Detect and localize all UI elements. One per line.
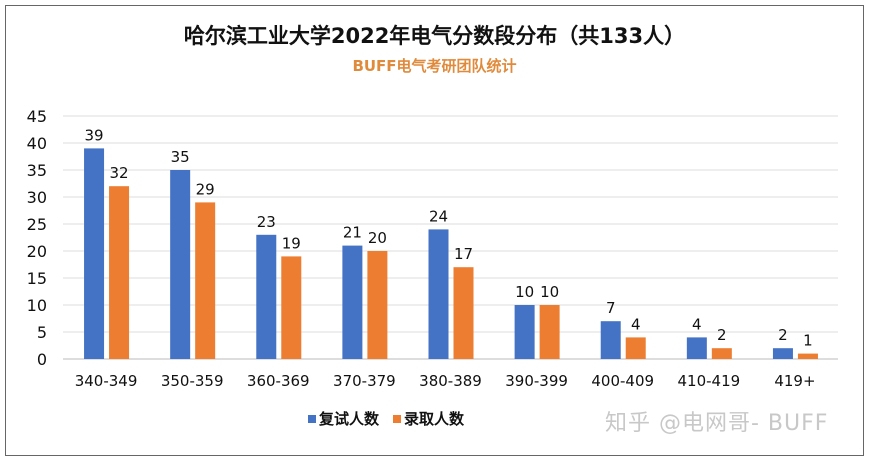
legend-item-admitted: 录取人数	[393, 408, 464, 429]
bar	[600, 321, 621, 359]
y-tick-label: 10	[27, 296, 47, 315]
data-label: 10	[540, 283, 559, 301]
data-label: 4	[692, 315, 702, 333]
legend: 复试人数 录取人数	[308, 408, 464, 429]
x-tick-label: 340-349	[75, 372, 138, 390]
y-tick-label: 20	[27, 242, 47, 261]
x-tick-label: 410-419	[677, 372, 740, 390]
chart-subtitle: BUFF电气考研团队统计	[352, 57, 517, 75]
chart-title: 哈尔滨工业大学2022年电气分数段分布（共133人）	[183, 24, 686, 48]
data-label: 21	[343, 224, 362, 242]
bar	[686, 337, 707, 359]
x-tick-label: 360-369	[247, 372, 310, 390]
y-tick-label: 35	[27, 161, 47, 180]
bar	[711, 348, 732, 359]
legend-label: 复试人数	[319, 410, 380, 428]
legend-label: 录取人数	[404, 410, 465, 428]
bar	[109, 186, 130, 359]
data-label: 24	[429, 207, 448, 225]
data-label: 32	[110, 164, 129, 182]
data-label: 39	[85, 126, 104, 144]
bar	[367, 251, 388, 359]
x-tick-label: 380-389	[419, 372, 482, 390]
bar	[256, 234, 277, 359]
data-label: 35	[171, 148, 190, 166]
x-tick-label: 390-399	[505, 372, 568, 390]
data-label: 10	[515, 283, 534, 301]
data-label: 7	[606, 299, 616, 317]
bar	[428, 229, 449, 359]
data-label: 2	[717, 326, 727, 344]
bar	[797, 353, 818, 359]
bar	[514, 305, 535, 359]
data-label: 4	[631, 315, 641, 333]
bar	[195, 202, 216, 359]
watermark: 知乎 @电网哥- BUFF	[605, 411, 829, 436]
data-label: 17	[454, 245, 473, 263]
bar	[625, 337, 646, 359]
bar	[170, 170, 191, 359]
bar	[539, 305, 560, 359]
legend-item-retest: 复试人数	[308, 408, 379, 429]
bar	[453, 267, 474, 359]
data-label: 29	[196, 180, 215, 198]
y-tick-label: 30	[27, 188, 47, 207]
data-label: 20	[368, 229, 387, 247]
data-label: 1	[803, 332, 813, 350]
y-tick-label: 45	[27, 107, 47, 126]
x-tick-label: 419+	[774, 372, 815, 390]
bar	[84, 148, 105, 359]
x-tick-label: 400-409	[591, 372, 654, 390]
bar	[281, 256, 302, 359]
data-label: 23	[257, 213, 276, 231]
y-tick-label: 5	[37, 323, 47, 342]
bar	[342, 245, 363, 359]
legend-swatch	[393, 414, 402, 423]
x-tick-label: 370-379	[333, 372, 396, 390]
x-tick-label: 350-359	[161, 372, 224, 390]
data-label: 2	[778, 326, 788, 344]
bar	[772, 348, 793, 359]
y-tick-label: 15	[27, 269, 47, 288]
data-label: 19	[282, 234, 301, 252]
y-tick-label: 25	[27, 215, 47, 234]
legend-swatch	[308, 414, 316, 423]
y-tick-label: 40	[27, 134, 47, 153]
y-tick-label: 0	[37, 350, 47, 369]
